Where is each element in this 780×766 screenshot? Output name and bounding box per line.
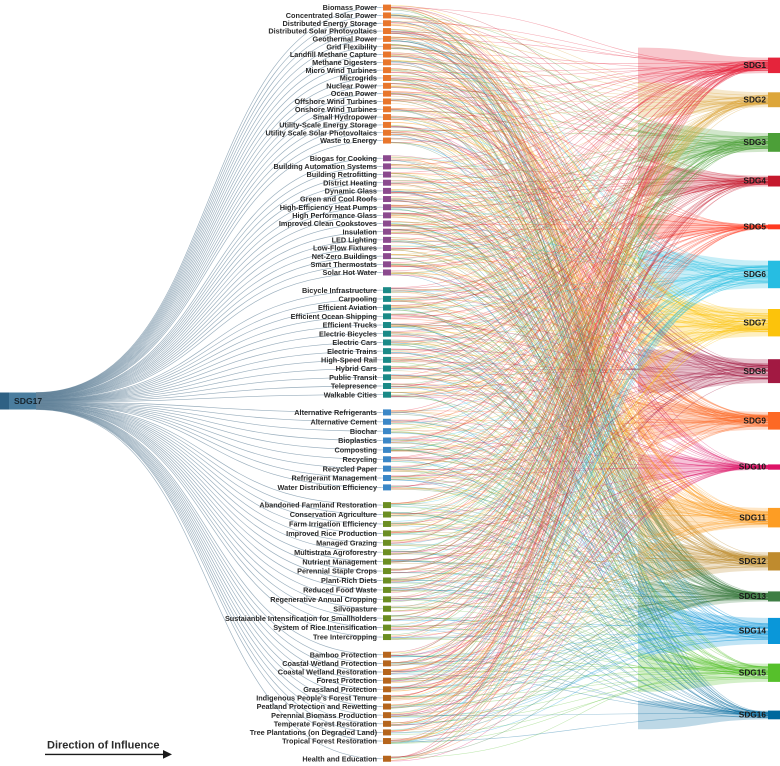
svg-text:Reduced Food Waste: Reduced Food Waste	[303, 586, 377, 595]
svg-text:Bicycle Infrastructure: Bicycle Infrastructure	[302, 286, 377, 295]
svg-text:Tree Intercropping: Tree Intercropping	[313, 633, 377, 642]
svg-text:Walkable Cities: Walkable Cities	[324, 390, 377, 399]
svg-text:Recycling: Recycling	[343, 455, 377, 464]
svg-text:Nutrient Management: Nutrient Management	[302, 557, 377, 566]
svg-text:Recycled Paper: Recycled Paper	[323, 464, 378, 473]
svg-text:Electric Cars: Electric Cars	[332, 338, 377, 347]
svg-text:Improved Rice Production: Improved Rice Production	[286, 529, 377, 538]
svg-text:Water Distribution Efficiency: Water Distribution Efficiency	[278, 483, 378, 492]
svg-text:Refrigerant Management: Refrigerant Management	[291, 474, 377, 483]
svg-text:Efficient Aviation: Efficient Aviation	[318, 303, 377, 312]
svg-text:SDG7: SDG7	[743, 317, 766, 327]
svg-text:SDG1: SDG1	[743, 60, 766, 70]
svg-text:SDG8: SDG8	[743, 366, 766, 376]
svg-text:Farm Irrigation Efficiency: Farm Irrigation Efficiency	[289, 520, 378, 529]
svg-text:Efficient Ocean Shipping: Efficient Ocean Shipping	[291, 312, 377, 321]
svg-text:Abandoned Farmland Restoration: Abandoned Farmland Restoration	[259, 501, 377, 510]
svg-text:SDG14: SDG14	[739, 626, 767, 636]
svg-text:SDG3: SDG3	[743, 137, 766, 147]
svg-text:SDG5: SDG5	[743, 221, 766, 231]
svg-text:Perennial Staple Crops: Perennial Staple Crops	[297, 567, 377, 576]
svg-text:SDG2: SDG2	[743, 94, 766, 104]
svg-text:Bioplastics: Bioplastics	[338, 436, 377, 445]
svg-text:High-Speed Rail: High-Speed Rail	[321, 355, 377, 364]
svg-text:Silvopasture: Silvopasture	[333, 604, 377, 613]
svg-text:Waste to Energy: Waste to Energy	[320, 136, 378, 145]
svg-text:SDG10: SDG10	[739, 462, 767, 472]
svg-text:Solar Hot Water: Solar Hot Water	[323, 268, 378, 277]
svg-text:SDG11: SDG11	[739, 512, 766, 522]
svg-text:Alternative Refrigerants: Alternative Refrigerants	[294, 408, 377, 417]
svg-text:SDG6: SDG6	[743, 269, 766, 279]
svg-text:SDG16: SDG16	[739, 710, 767, 720]
svg-text:Hybrid Cars: Hybrid Cars	[336, 364, 377, 373]
svg-text:Carpooling: Carpooling	[338, 294, 377, 303]
svg-text:Multistrata Agroforestry: Multistrata Agroforestry	[294, 548, 378, 557]
svg-text:Conservation Agriculture: Conservation Agriculture	[290, 510, 377, 519]
svg-text:Plant-Rich Diets: Plant-Rich Diets	[321, 576, 377, 585]
svg-text:Tropical Forest Restoration: Tropical Forest Restoration	[282, 737, 377, 746]
svg-text:SDG13: SDG13	[739, 591, 767, 601]
svg-text:Public Transit: Public Transit	[329, 373, 377, 382]
svg-text:SDG4: SDG4	[743, 176, 766, 186]
svg-text:Managed Grazing: Managed Grazing	[316, 538, 377, 547]
svg-text:SDG9: SDG9	[743, 415, 766, 425]
svg-text:Health and Education: Health and Education	[302, 754, 377, 763]
svg-text:Regenerative Annual Cropping: Regenerative Annual Cropping	[270, 595, 377, 604]
svg-text:Alternative Cement: Alternative Cement	[310, 417, 377, 426]
svg-text:Efficient Trucks: Efficient Trucks	[323, 321, 377, 330]
svg-text:System of Rice Intensification: System of Rice Intensification	[273, 623, 377, 632]
svg-text:SDG15: SDG15	[739, 667, 767, 677]
svg-text:Biochar: Biochar	[350, 427, 377, 436]
svg-text:SDG17: SDG17	[14, 396, 42, 406]
svg-text:SDG12: SDG12	[739, 556, 767, 566]
svg-text:Direction of Influence: Direction of Influence	[47, 740, 159, 752]
svg-text:Telepresence: Telepresence	[331, 382, 377, 391]
svg-text:Electric Trains: Electric Trains	[327, 347, 377, 356]
svg-text:Sustaianble Intensification fo: Sustaianble Intensification for Smallhol…	[225, 614, 377, 623]
svg-text:Composting: Composting	[334, 446, 377, 455]
svg-text:Electric Bicycles: Electric Bicycles	[319, 329, 377, 338]
